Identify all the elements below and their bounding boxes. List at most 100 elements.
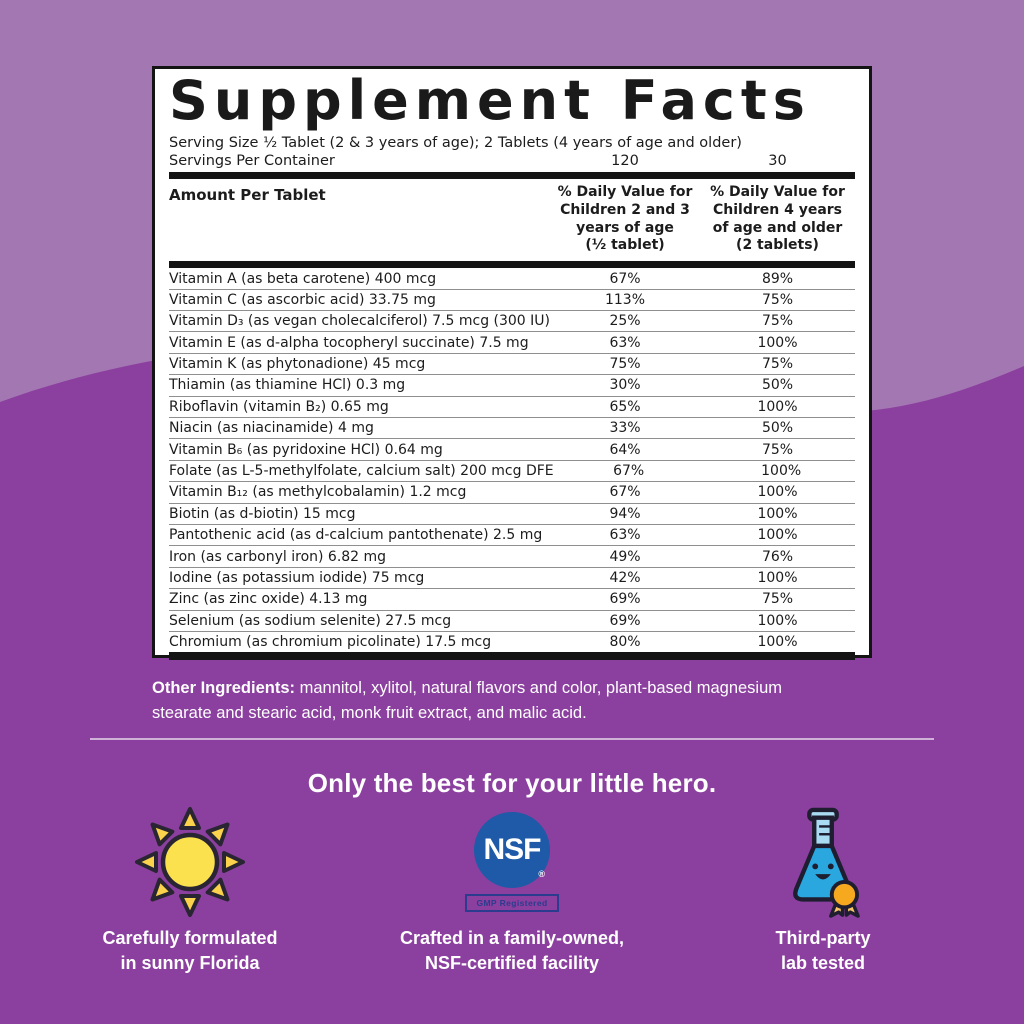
table-row: Riboflavin (vitamin B₂) 0.65 mg 65% 100% xyxy=(169,395,855,417)
servings-count-children-4-plus: 30 xyxy=(768,152,787,169)
nutrient-name: Selenium (as sodium selenite) 27.5 mcg xyxy=(169,612,452,629)
daily-value-cell: 30% xyxy=(609,377,641,394)
table-row: Biotin (as d-biotin) 15 mcg 94% 100% xyxy=(169,502,855,524)
table-row: Thiamin (as thiamine HCl) 0.3 mg 30% 50% xyxy=(169,374,855,395)
badge-caption: Carefully formulated in sunny Florida xyxy=(102,928,278,974)
table-row: Folate (as L-5-methylfolate, calcium sal… xyxy=(169,459,855,481)
table-row: Vitamin A (as beta carotene) 400 mcg 67% 8… xyxy=(169,268,855,288)
servings-count-children-2-3: 120 xyxy=(611,152,639,169)
daily-value-cell: 100% xyxy=(757,505,798,522)
table-row: Pantothenic acid (as d-calcium pantothen… xyxy=(169,524,855,545)
badge-caption: Crafted in a family-owned, NSF-certified… xyxy=(399,928,625,974)
badge-sunny-florida: Carefully formulated in sunny Florida xyxy=(60,806,320,976)
daily-value-cell: 65% xyxy=(609,398,641,415)
table-header-row: Amount Per Tablet % Daily Value for Chil… xyxy=(169,179,855,262)
table-row: Vitamin K (as phytonadione) 45 mcg 75% 75% xyxy=(169,352,855,374)
daily-value-cell: 75% xyxy=(761,356,794,373)
nutrient-name: Riboflavin (vitamin B₂) 0.65 mg xyxy=(169,398,389,415)
registered-trademark-mark: ® xyxy=(538,869,545,879)
daily-value-cell: 100% xyxy=(757,527,798,544)
other-ingredients-label: Other Ingredients: xyxy=(152,679,296,697)
supplement-facts-title: Supplement Facts xyxy=(169,69,811,132)
daily-value-cell: 100% xyxy=(757,484,798,501)
section-divider-line xyxy=(90,738,934,740)
daily-value-cell: 75% xyxy=(761,313,794,330)
table-row: Vitamin B₁₂ (as methylcobalamin) 1.2 mcg… xyxy=(169,481,855,502)
daily-value-cell: 50% xyxy=(761,377,794,394)
daily-value-cell: 100% xyxy=(757,634,798,651)
daily-value-cell: 100% xyxy=(757,398,798,415)
daily-value-cell: 69% xyxy=(609,591,641,608)
daily-value-cell: 100% xyxy=(761,463,802,480)
supplement-facts-panel: Supplement Facts Serving Size ½ Tablet (… xyxy=(152,66,872,661)
daily-value-cell: 67% xyxy=(609,270,641,287)
serving-size-line: Serving Size ½ Tablet (2 & 3 years of ag… xyxy=(169,134,742,151)
nutrient-name: Chromium (as chromium picolinate) 17.5 m… xyxy=(169,634,492,651)
amount-per-tablet-header: Amount Per Tablet xyxy=(169,185,326,204)
table-row: Iron (as carbonyl iron) 6.82 mg 49% 76% xyxy=(169,545,855,566)
nutrient-name: Iodine (as potassium iodide) 75 mcg xyxy=(169,569,425,586)
daily-value-cell: 67% xyxy=(613,463,645,480)
table-row: Niacin (as niacinamide) 4 mg 33% 50% xyxy=(169,417,855,438)
gmp-registered-badge: GMP Registered xyxy=(465,894,559,912)
nutrient-name: Vitamin C (as ascorbic acid) 33.75 mg xyxy=(169,291,436,308)
daily-value-cell: 49% xyxy=(609,548,641,565)
daily-value-cell: 63% xyxy=(609,527,641,544)
daily-value-cell: 75% xyxy=(761,441,794,458)
tagline: Only the best for your little hero. xyxy=(307,768,717,798)
nutrient-name: Vitamin B₁₂ (as methylcobalamin) 1.2 mcg xyxy=(169,484,467,501)
nsf-logo: NSF ® xyxy=(473,812,550,888)
table-row: Vitamin C (as ascorbic acid) 33.75 mg 113… xyxy=(169,288,855,310)
nutrient-name: Vitamin E (as d-alpha tocopheryl succina… xyxy=(169,334,529,351)
divider-bar-thick xyxy=(169,261,855,269)
daily-value-cell: 113% xyxy=(604,291,646,308)
daily-value-cell: 76% xyxy=(761,548,794,565)
daily-value-cell: 75% xyxy=(609,356,641,373)
nutrient-name: Vitamin K (as phytonadione) 45 mcg xyxy=(169,356,426,373)
daily-value-cell: 33% xyxy=(609,420,641,437)
daily-value-cell: 75% xyxy=(761,291,794,308)
nutrient-name: Thiamin (as thiamine HCl) 0.3 mg xyxy=(169,377,406,394)
divider-bar-thick xyxy=(169,171,855,179)
nsf-logo-text: NSF xyxy=(483,833,541,866)
table-row: Iodine (as potassium iodide) 75 mcg 42% 10… xyxy=(169,566,855,588)
daily-value-cell: 80% xyxy=(609,634,641,651)
daily-value-cell: 50% xyxy=(761,420,794,437)
badge-caption: Third-party lab tested xyxy=(775,928,871,974)
daily-value-cell: 64% xyxy=(609,441,641,458)
nutrient-name: Folate (as L-5-methylfolate, calcium sal… xyxy=(169,463,554,480)
nutrient-name: Niacin (as niacinamide) 4 mg xyxy=(169,420,374,437)
nutrient-name: Vitamin A (as beta carotene) 400 mcg xyxy=(169,270,437,287)
nutrient-name: Vitamin D₃ (as vegan cholecalciferol) 7.… xyxy=(169,313,551,330)
daily-value-cell: 89% xyxy=(761,270,794,287)
lab-flask-icon xyxy=(793,807,860,918)
servings-per-container-row: Servings Per Container 120 30 xyxy=(169,153,855,169)
table-row: Selenium (as sodium selenite) 27.5 mcg 69… xyxy=(169,609,855,631)
daily-value-column-header-1: % Daily Value for Children 2 and 3 years… xyxy=(557,183,693,254)
nutrient-name: Pantothenic acid (as d-calcium pantothen… xyxy=(169,527,543,544)
sun-icon xyxy=(135,807,245,917)
daily-value-cell: 94% xyxy=(609,505,641,522)
nutrient-name: Iron (as carbonyl iron) 6.82 mg xyxy=(169,548,387,565)
daily-value-cell: 69% xyxy=(609,612,641,629)
daily-value-cell: 42% xyxy=(609,569,641,586)
nutrient-name: Biotin (as d-biotin) 15 mcg xyxy=(169,505,356,522)
table-row: Vitamin D₃ (as vegan cholecalciferol) 7.… xyxy=(169,310,855,331)
daily-value-cell: 100% xyxy=(757,334,798,351)
badge-nsf-certified: NSF ® GMP Registered Crafted in a family… xyxy=(362,806,662,976)
daily-value-cell: 75% xyxy=(761,591,794,608)
table-row: Vitamin B₆ (as pyridoxine HCl) 0.64 mg 64… xyxy=(169,438,855,459)
divider-bar-thick xyxy=(169,652,855,661)
table-row: Chromium (as chromium picolinate) 17.5 m… xyxy=(169,630,855,652)
daily-value-column-header-2: % Daily Value for Children 4 years of ag… xyxy=(710,183,845,254)
table-row: Vitamin E (as d-alpha tocopheryl succina… xyxy=(169,331,855,352)
other-ingredients: Other Ingredients: mannitol, xylitol, na… xyxy=(152,676,868,726)
daily-value-cell: 100% xyxy=(757,569,798,586)
servings-per-container-label: Servings Per Container xyxy=(169,152,335,169)
daily-value-cell: 63% xyxy=(609,334,641,351)
nutrient-table: Vitamin A (as beta carotene) 400 mcg 67% 8… xyxy=(169,268,855,652)
table-row: Zinc (as zinc oxide) 4.13 mg 69% 75% xyxy=(169,588,855,609)
nutrient-name: Zinc (as zinc oxide) 4.13 mg xyxy=(169,591,368,608)
nutrient-name: Vitamin B₆ (as pyridoxine HCl) 0.64 mg xyxy=(169,441,443,458)
badge-lab-tested: Third-party lab tested xyxy=(703,806,943,976)
